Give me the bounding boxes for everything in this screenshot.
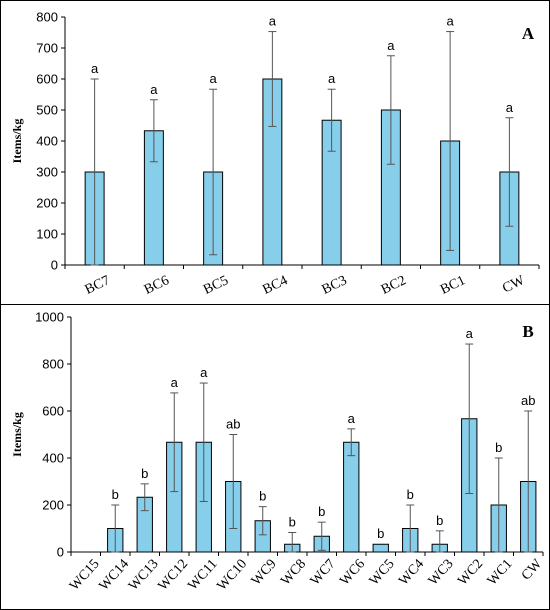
x-tick-label: WC12 <box>156 557 192 594</box>
y-axis-title: Items/kg <box>10 119 24 164</box>
y-tick-label: 400 <box>42 451 64 466</box>
significance-label: a <box>328 71 336 86</box>
y-tick-label: 600 <box>42 404 64 419</box>
chart-panel-a: 0 100 200 300 400 500 600 700 800 Items/kg a BC7 a BC… <box>10 10 540 298</box>
bar <box>372 543 389 553</box>
y-tick-label: 600 <box>36 72 58 87</box>
x-tick-label: CW <box>500 273 528 297</box>
y-tick-label: 200 <box>36 196 58 211</box>
x-tick-label: WC15 <box>67 557 103 594</box>
significance-label: ab <box>226 417 240 432</box>
x-tick-label: BC5 <box>201 273 231 298</box>
significance-label: a <box>200 365 208 380</box>
significance-label: b <box>112 487 119 502</box>
y-axis-title: Items/kg <box>10 412 24 457</box>
panel-divider <box>1 304 549 305</box>
significance-label: a <box>171 375 179 390</box>
x-tick-label: BC3 <box>320 273 350 298</box>
y-tick-label: 300 <box>36 165 58 180</box>
y-tick-label: 0 <box>57 545 64 560</box>
significance-label: b <box>141 466 148 481</box>
chart-panel-b: 0 200 400 600 800 1000 Items/kg WC15 b WC14 b WC13 a… <box>10 310 546 594</box>
significance-label: a <box>91 61 99 76</box>
x-tick-label: WC5 <box>367 557 398 589</box>
significance-label: b <box>259 489 266 504</box>
significance-label: b <box>289 514 296 529</box>
y-tick-label: 100 <box>36 227 58 242</box>
x-tick-label: WC11 <box>185 557 220 594</box>
significance-label: ab <box>521 393 535 408</box>
x-tick-label: BC2 <box>379 273 409 298</box>
significance-label: a <box>269 14 277 29</box>
y-tick-label: 700 <box>36 41 58 56</box>
significance-label: a <box>150 82 158 97</box>
x-tick-label: CW <box>519 556 546 583</box>
significance-label: b <box>407 487 414 502</box>
significance-label: b <box>495 440 502 455</box>
x-tick-label: BC4 <box>260 273 290 298</box>
x-tick-label: BC1 <box>438 273 468 298</box>
x-tick-label: WC3 <box>426 557 457 589</box>
bar <box>343 441 360 553</box>
panel-label: A <box>522 24 535 43</box>
x-tick-label: WC14 <box>97 557 133 594</box>
x-tick-label: WC13 <box>126 557 162 594</box>
significance-label: b <box>377 526 384 541</box>
y-tick-label: 800 <box>36 10 58 25</box>
significance-label: b <box>436 513 443 528</box>
y-tick-label: 200 <box>42 498 64 513</box>
significance-label: a <box>447 14 455 29</box>
x-tick-label: BC6 <box>142 273 172 298</box>
x-tick-label: WC9 <box>249 557 280 589</box>
significance-label: b <box>318 504 325 519</box>
x-tick-label: WC8 <box>278 557 309 589</box>
significance-label: a <box>506 100 514 115</box>
y-tick-label: 0 <box>51 258 58 273</box>
panel-label: B <box>522 322 533 341</box>
x-tick-label: BC7 <box>83 273 113 298</box>
significance-label: a <box>210 71 218 86</box>
x-tick-label: WC6 <box>337 557 368 589</box>
y-tick-label: 1000 <box>35 310 64 325</box>
y-tick-label: 800 <box>42 357 64 372</box>
y-tick-label: 500 <box>36 103 58 118</box>
y-tick-label: 400 <box>36 134 58 149</box>
x-tick-label: WC2 <box>455 557 486 589</box>
x-tick-label: WC7 <box>308 557 339 589</box>
significance-label: a <box>466 326 474 341</box>
x-tick-label: WC4 <box>396 557 427 589</box>
significance-label: a <box>348 411 356 426</box>
x-tick-label: WC1 <box>485 557 516 589</box>
significance-label: a <box>387 38 395 53</box>
x-tick-label: WC10 <box>215 557 251 594</box>
